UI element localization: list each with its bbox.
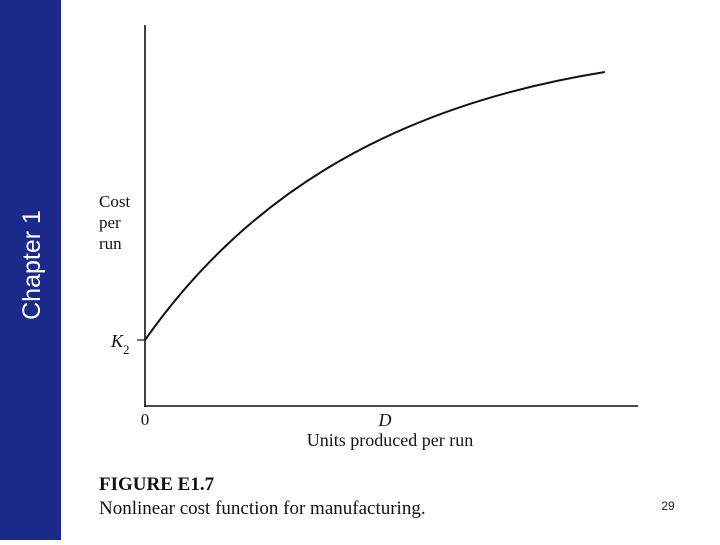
page-number: 29 <box>661 499 675 513</box>
x-axis-label: Units produced per run <box>307 430 473 450</box>
y-axis-label: run <box>99 234 122 253</box>
caption-title: FIGURE E1.7 <box>99 474 215 495</box>
intercept-label: K <box>110 331 124 351</box>
y-axis-label: per <box>99 213 121 232</box>
intercept-subscript: 2 <box>123 342 130 357</box>
figure: Cost per run K 2 0 D Units produced per … <box>99 25 638 519</box>
sidebar <box>0 0 61 540</box>
caption-text: Nonlinear cost function for manufacturin… <box>99 498 426 519</box>
origin-label: 0 <box>141 410 150 429</box>
y-axis-label: Cost <box>99 192 130 211</box>
x-marker-label: D <box>378 410 392 430</box>
chapter-label: Chapter 1 <box>18 210 46 320</box>
cost-curve <box>144 71 606 341</box>
